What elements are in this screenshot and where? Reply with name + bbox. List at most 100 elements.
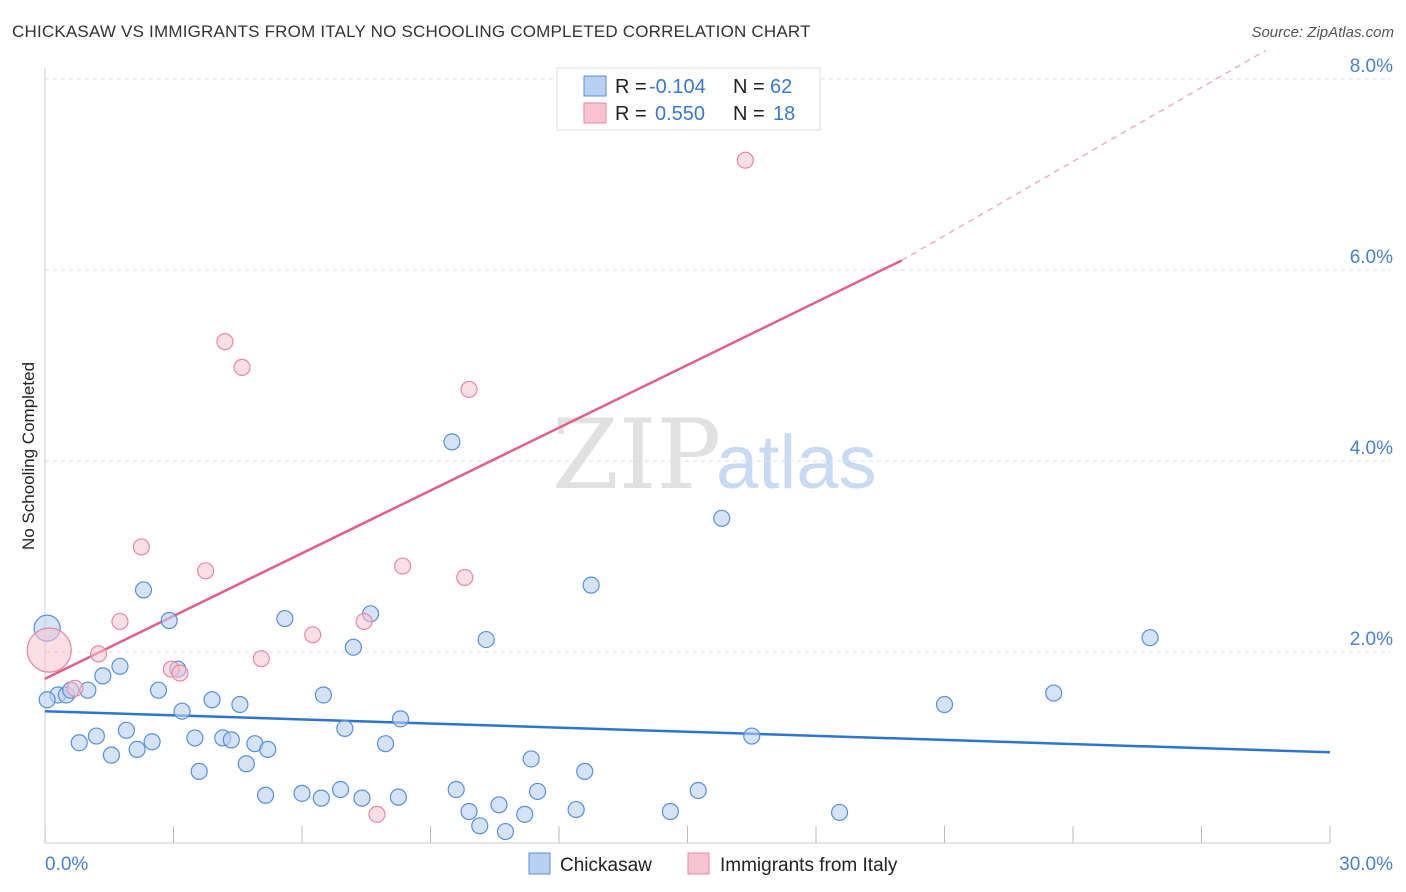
legend-swatch-pink: [583, 102, 607, 124]
point-chickasaw: [293, 784, 311, 802]
point-italy: [736, 151, 754, 169]
point-chickasaw: [567, 800, 585, 819]
point-italy: [216, 333, 234, 351]
point-chickasaw: [231, 695, 249, 714]
point-chickasaw: [336, 719, 354, 738]
point-chickasaw: [743, 727, 761, 745]
y-axis-label: No Schooling Completed: [19, 362, 38, 550]
point-chickasaw: [128, 740, 146, 759]
point-chickasaw: [222, 731, 240, 749]
point-chickasaw: [353, 789, 371, 807]
point-italy: [132, 538, 150, 556]
point-chickasaw: [331, 780, 350, 799]
trend-line-italy-extension: [901, 49, 1267, 262]
legend-n-label-2: N =: [733, 103, 765, 125]
point-chickasaw: [447, 780, 465, 799]
gridlines: [45, 78, 1390, 653]
point-italy: [368, 805, 386, 823]
point-chickasaw: [496, 822, 515, 841]
series-legend: Chickasaw Immigrants from Italy: [528, 852, 898, 876]
point-italy: [233, 358, 251, 377]
point-chickasaw: [70, 734, 88, 752]
point-chickasaw: [149, 681, 168, 699]
point-italy: [252, 650, 270, 668]
point-chickasaw: [117, 721, 135, 739]
point-italy: [89, 645, 108, 663]
watermark-zip: ZIP: [552, 399, 721, 511]
point-chickasaw: [344, 638, 362, 656]
point-chickasaw: [87, 727, 106, 745]
point-chickasaw: [389, 788, 407, 806]
point-chickasaw: [276, 609, 294, 628]
point-chickasaw: [528, 782, 547, 801]
point-italy: [355, 612, 373, 631]
point-italy: [111, 612, 129, 631]
point-italy: [460, 380, 478, 398]
point-chickasaw: [516, 805, 534, 823]
legend-r-label-2: R =: [615, 103, 647, 125]
point-chickasaw: [314, 686, 333, 704]
point-chickasaw: [471, 817, 489, 835]
point-chickasaw: [94, 667, 112, 685]
legend-n-value-2: 18: [773, 103, 795, 125]
trend-line-chickasaw: [44, 709, 1331, 754]
y-tick-label: 6.0%: [1350, 247, 1393, 268]
point-chickasaw: [102, 746, 120, 764]
source-credit: Source: ZipAtlas.com: [1251, 24, 1394, 41]
y-tick-label: 2.0%: [1350, 629, 1393, 650]
point-chickasaw: [661, 802, 679, 821]
x-tick-label-min: 0.0%: [45, 854, 88, 875]
point-italy: [171, 664, 189, 682]
x-tick-label-max: 30.0%: [1339, 854, 1393, 875]
point-chickasaw: [38, 691, 56, 709]
axes: [44, 68, 1331, 844]
watermark: ZIP atlas: [552, 399, 877, 511]
series-legend-label-italy: Immigrants from Italy: [720, 855, 898, 876]
point-chickasaw: [143, 733, 161, 751]
legend-r-label-1: R =: [615, 76, 647, 98]
point-chickasaw: [935, 695, 954, 714]
y-tick-label: 8.0%: [1350, 56, 1393, 77]
legend-n-value-1: 62: [770, 76, 792, 98]
point-chickasaw: [173, 702, 191, 720]
point-chickasaw: [522, 750, 540, 768]
legend-r-value-2: 0.550: [655, 103, 705, 125]
y-tick-label: 4.0%: [1350, 438, 1393, 459]
point-italy: [66, 679, 84, 697]
chart-title: CHICKASAW VS IMMIGRANTS FROM ITALY NO SC…: [12, 22, 811, 41]
point-italy: [304, 626, 322, 644]
legend-n-label-1: N =: [733, 76, 765, 98]
point-italy: [26, 627, 72, 673]
tick-labels: 2.0% 4.0% 6.0% 8.0% 0.0% 30.0%: [45, 56, 1393, 875]
watermark-atlas: atlas: [716, 420, 877, 505]
point-chickasaw: [1045, 684, 1063, 702]
point-chickasaw: [490, 796, 508, 814]
point-chickasaw: [477, 630, 495, 649]
point-chickasaw: [391, 710, 410, 728]
point-chickasaw: [689, 781, 707, 800]
point-chickasaw: [460, 802, 478, 821]
point-italy: [456, 568, 474, 587]
series-legend-swatch-chickasaw: [528, 852, 551, 875]
trend-line-italy: [44, 259, 903, 680]
point-chickasaw: [376, 735, 395, 753]
point-chickasaw: [443, 433, 461, 451]
series-legend-swatch-italy: [687, 852, 710, 875]
point-chickasaw: [134, 581, 153, 599]
point-chickasaw: [830, 803, 849, 822]
point-chickasaw: [312, 789, 330, 807]
point-italy: [197, 562, 215, 580]
point-chickasaw: [582, 576, 600, 594]
trend-lines: [44, 49, 1331, 754]
point-italy: [394, 557, 412, 575]
data-points: [26, 151, 1159, 841]
point-chickasaw: [1141, 629, 1159, 647]
point-chickasaw: [160, 611, 178, 630]
legend-r-value-1: -0.104: [649, 76, 706, 98]
point-chickasaw: [713, 509, 731, 527]
point-chickasaw: [203, 691, 221, 709]
point-chickasaw: [111, 657, 129, 675]
point-chickasaw: [256, 786, 275, 804]
point-chickasaw: [190, 762, 208, 780]
